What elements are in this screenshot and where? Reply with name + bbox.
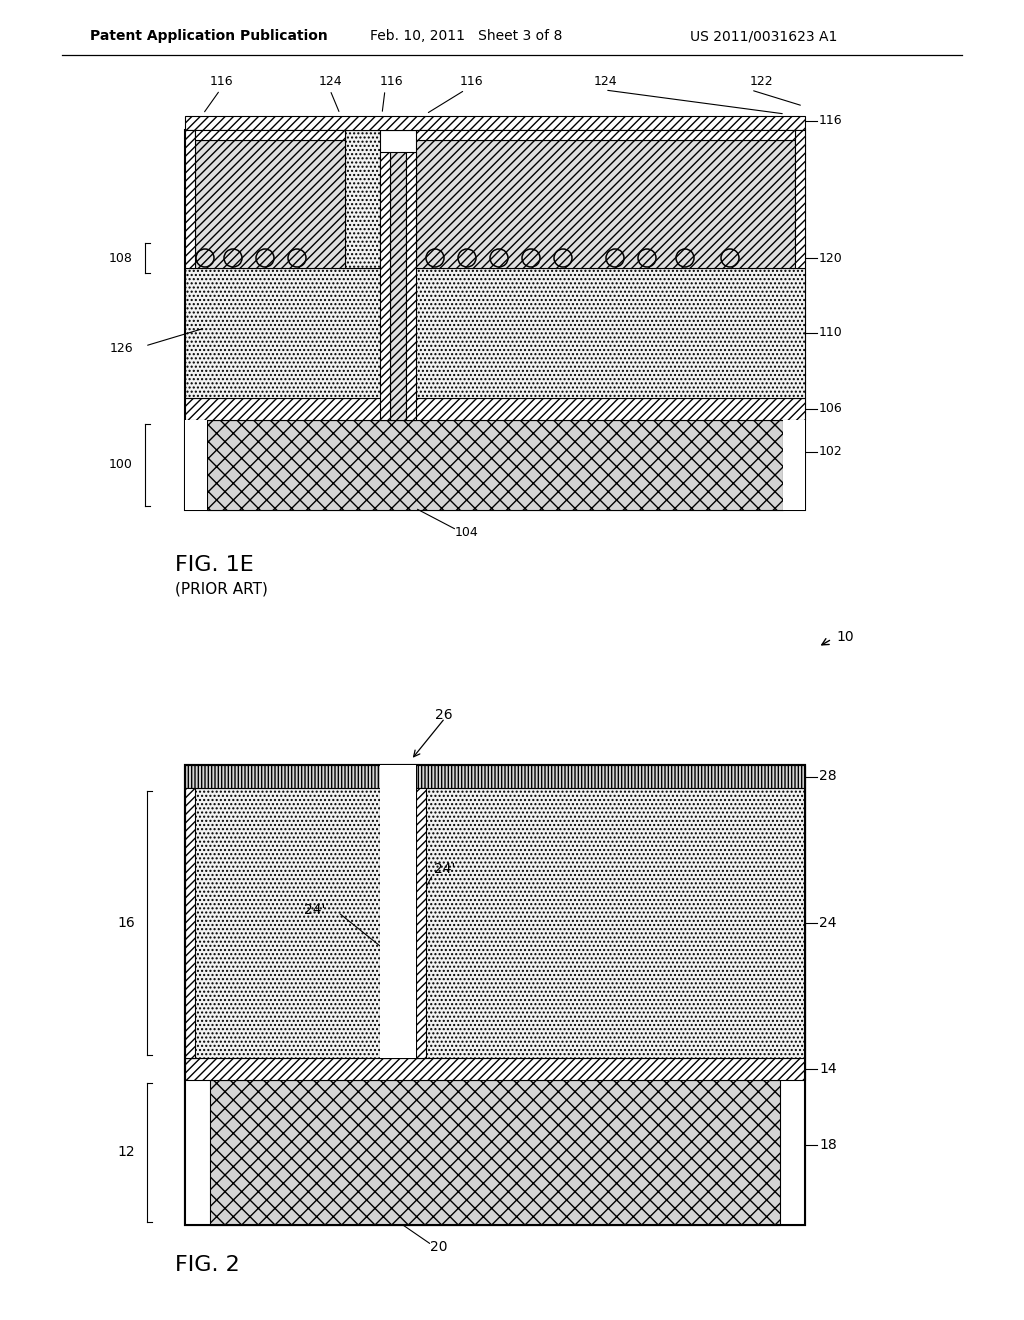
Text: 110: 110 bbox=[819, 326, 843, 339]
Bar bbox=[195, 140, 345, 268]
Bar bbox=[416, 129, 795, 140]
Text: 20: 20 bbox=[430, 1239, 447, 1254]
Text: US 2011/0031623 A1: US 2011/0031623 A1 bbox=[690, 29, 838, 44]
Bar bbox=[185, 1059, 805, 1080]
Text: FIG. 2: FIG. 2 bbox=[175, 1255, 240, 1275]
Bar bbox=[406, 152, 416, 420]
Bar bbox=[185, 788, 195, 1059]
Text: 28: 28 bbox=[819, 770, 837, 784]
Bar bbox=[185, 788, 805, 1059]
Text: 108: 108 bbox=[110, 252, 133, 264]
Bar bbox=[416, 788, 426, 1059]
Bar bbox=[345, 129, 380, 268]
Text: Patent Application Publication: Patent Application Publication bbox=[90, 29, 328, 44]
Bar bbox=[185, 1080, 805, 1225]
Bar bbox=[185, 420, 207, 510]
Text: 24: 24 bbox=[819, 916, 837, 931]
Bar bbox=[185, 399, 805, 420]
Bar bbox=[795, 129, 805, 268]
Text: 26: 26 bbox=[435, 708, 453, 722]
Text: 16: 16 bbox=[118, 916, 135, 931]
Text: 124: 124 bbox=[593, 75, 616, 88]
Text: 24': 24' bbox=[304, 903, 325, 916]
Text: 12: 12 bbox=[118, 1146, 135, 1159]
Text: 106: 106 bbox=[819, 403, 843, 416]
Bar bbox=[783, 420, 805, 510]
Text: 102: 102 bbox=[819, 445, 843, 458]
Text: 10: 10 bbox=[836, 630, 854, 644]
Text: 116: 116 bbox=[460, 75, 483, 88]
Text: 24': 24' bbox=[434, 862, 456, 876]
Bar bbox=[416, 140, 795, 268]
Text: 104: 104 bbox=[455, 525, 479, 539]
Text: 116: 116 bbox=[210, 75, 233, 88]
Text: 14: 14 bbox=[819, 1063, 837, 1076]
Bar bbox=[185, 766, 805, 1225]
Bar bbox=[380, 766, 416, 1059]
Bar bbox=[185, 268, 805, 399]
Bar bbox=[380, 152, 390, 420]
Text: 116: 116 bbox=[819, 115, 843, 128]
Bar bbox=[210, 1080, 780, 1225]
Text: 126: 126 bbox=[110, 342, 133, 355]
Bar bbox=[416, 766, 805, 788]
Text: 120: 120 bbox=[819, 252, 843, 264]
Bar bbox=[185, 116, 805, 129]
Text: 122: 122 bbox=[750, 75, 773, 88]
Bar bbox=[390, 788, 416, 1059]
Bar bbox=[185, 766, 805, 1225]
Text: 124: 124 bbox=[318, 75, 342, 88]
Text: 18: 18 bbox=[819, 1138, 837, 1152]
Text: 116: 116 bbox=[380, 75, 403, 88]
Bar bbox=[380, 788, 390, 1059]
Text: 100: 100 bbox=[110, 458, 133, 471]
Text: FIG. 1E: FIG. 1E bbox=[175, 554, 254, 576]
Bar bbox=[195, 129, 345, 140]
Bar bbox=[185, 129, 805, 510]
Bar bbox=[185, 129, 195, 268]
Bar bbox=[207, 420, 783, 510]
Bar bbox=[185, 766, 380, 788]
Text: (PRIOR ART): (PRIOR ART) bbox=[175, 582, 268, 597]
Text: 120: 120 bbox=[202, 231, 339, 263]
Text: Feb. 10, 2011   Sheet 3 of 8: Feb. 10, 2011 Sheet 3 of 8 bbox=[370, 29, 562, 44]
Bar bbox=[390, 152, 406, 420]
